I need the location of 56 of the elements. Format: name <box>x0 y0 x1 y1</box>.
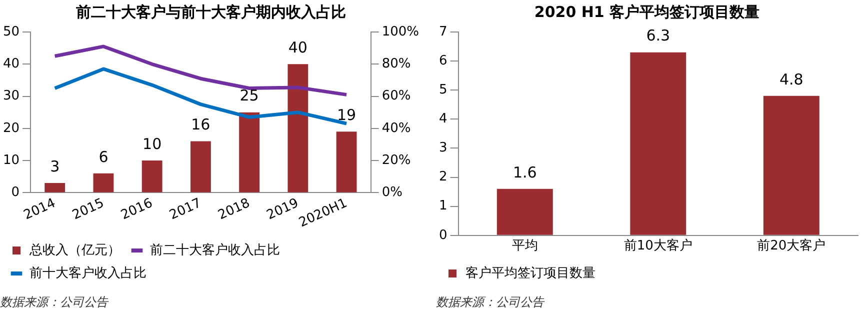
bar <box>44 183 66 192</box>
y2-tick-label: 0% <box>382 185 402 200</box>
y-tick-label: 6 <box>438 53 448 68</box>
source-note: 数据来源：公司公告 <box>436 294 546 311</box>
y-tick-label: 50 <box>2 24 20 40</box>
legend-label: 前二十大客户收入占比 <box>150 242 280 258</box>
x-tick-label: 2016 <box>118 196 156 224</box>
bar <box>630 52 686 235</box>
y-tick-label: 10 <box>2 152 20 168</box>
y2-tick-label: 20% <box>382 152 411 168</box>
bar <box>496 188 553 235</box>
y-tick-label: 0 <box>438 228 448 243</box>
y-tick-label: 1 <box>438 198 448 214</box>
data-label: 16 <box>191 116 210 134</box>
y-tick-label: 30 <box>2 88 20 104</box>
bar <box>336 132 357 192</box>
data-label: 40 <box>288 38 308 57</box>
source-note: 数据来源：公司公告 <box>0 294 110 311</box>
data-label: 25 <box>240 86 259 105</box>
y-tick-label: 5 <box>438 82 448 98</box>
y2-tick-label: 80% <box>382 56 411 72</box>
y-tick-label: 0 <box>11 185 20 200</box>
y-tick-label: 20 <box>2 120 20 136</box>
y2-tick-label: 100% <box>382 24 420 40</box>
y-tick-label: 3 <box>438 140 448 156</box>
data-label: 10 <box>142 134 162 153</box>
data-label: 1.6 <box>512 163 537 182</box>
legend-label: 前十大客户收入占比 <box>30 264 146 281</box>
data-label: 6.3 <box>646 26 670 45</box>
legend-label: 总收入（亿元） <box>28 242 120 258</box>
y-tick-label: 2 <box>438 170 448 185</box>
x-tick-label: 2017 <box>167 196 204 224</box>
x-tick-label: 平均 <box>512 238 538 254</box>
bar <box>93 173 114 192</box>
bar <box>288 64 308 192</box>
bar <box>239 112 260 192</box>
data-label: 19 <box>336 106 356 124</box>
x-tick-label: 2015 <box>70 196 107 224</box>
y-tick-label: 7 <box>438 24 448 40</box>
bar <box>763 96 820 235</box>
data-label: 4.8 <box>779 70 804 88</box>
y-tick-label: 4 <box>438 112 448 127</box>
bar <box>190 141 211 192</box>
y-tick-label: 40 <box>2 56 20 72</box>
chart-title: 前二十大客户与前十大客户期内收入占比 <box>75 2 346 21</box>
chart-title: 2020 H1 客户平均签订项目数量 <box>534 2 760 21</box>
x-tick-label: 前20大客户 <box>757 238 826 254</box>
data-label: 6 <box>98 148 108 166</box>
y2-tick-label: 60% <box>382 88 411 104</box>
legend-label: 客户平均签订项目数量 <box>466 264 596 281</box>
x-tick-label: 2018 <box>216 196 252 224</box>
data-label: 3 <box>50 157 60 176</box>
bar <box>142 160 162 192</box>
x-tick-label: 2014 <box>22 196 58 224</box>
x-tick-label: 前10大客户 <box>624 238 692 254</box>
y2-tick-label: 40% <box>382 120 411 136</box>
